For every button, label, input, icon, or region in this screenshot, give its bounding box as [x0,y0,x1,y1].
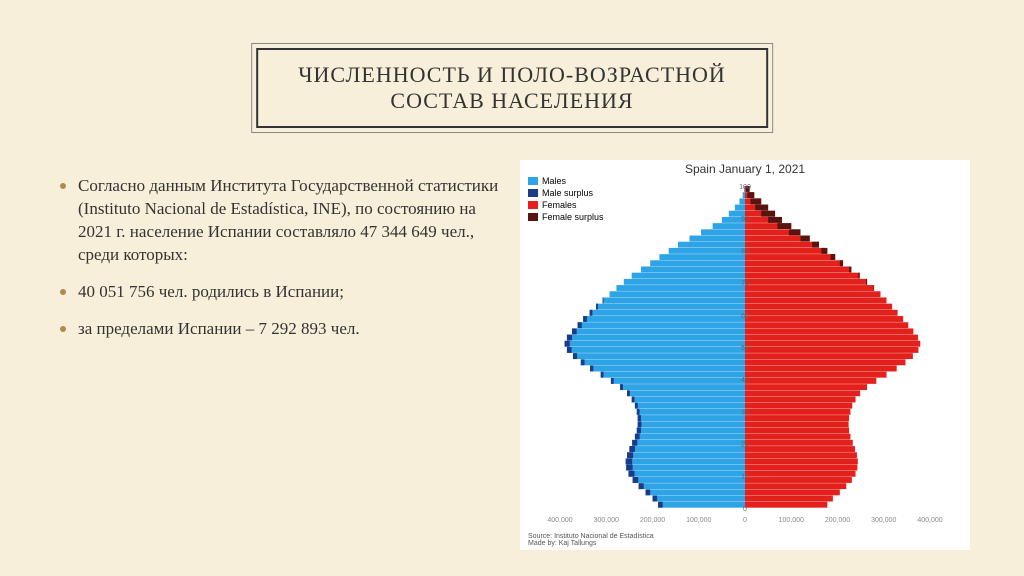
svg-text:100,000: 100,000 [779,517,804,524]
legend-label: Males [542,176,566,186]
legend-item: Females [528,200,604,210]
svg-text:70: 70 [741,281,749,288]
svg-text:20: 20 [741,442,749,449]
chart-footer: Source: Instituto Nacional de Estadístic… [528,533,654,548]
svg-text:400,000: 400,000 [547,517,572,524]
legend-item: Males [528,176,604,186]
svg-text:40: 40 [741,377,749,384]
svg-text:100,000: 100,000 [686,517,711,524]
svg-text:10: 10 [741,474,749,481]
svg-text:200,000: 200,000 [825,517,850,524]
legend-swatch [528,189,538,197]
svg-text:90: 90 [741,216,749,223]
bullet-list: Согласно данным Института Государственно… [60,175,504,341]
svg-text:0: 0 [743,517,747,524]
population-pyramid-chart: Spain January 1, 2021 Males Male surplus F… [520,160,970,550]
legend-label: Female surplus [542,212,604,222]
legend-label: Male surplus [542,188,593,198]
list-item: 40 051 756 чел. родились в Испании; [60,281,504,304]
title-box: ЧИСЛЕННОСТЬ И ПОЛО-ВОЗРАСТНОЙ СОСТАВ НАС… [256,48,768,128]
legend-swatch [528,177,538,185]
svg-text:80: 80 [741,248,749,255]
svg-text:50: 50 [741,345,749,352]
svg-text:300,000: 300,000 [594,517,619,524]
list-item: за пределами Испании – 7 292 893 чел. [60,318,504,341]
legend-swatch [528,213,538,221]
svg-text:30: 30 [741,409,749,416]
source-line-2: Made by: Kaj Tallungs [528,540,654,548]
source-line-1: Source: Instituto Nacional de Estadístic… [528,533,654,541]
svg-text:200,000: 200,000 [640,517,665,524]
list-item: Согласно данным Института Государственно… [60,175,504,267]
svg-text:0: 0 [743,506,747,513]
legend-item: Male surplus [528,188,604,198]
svg-text:100: 100 [739,184,751,191]
bullet-content: Согласно данным Института Государственно… [60,175,504,355]
page-title: ЧИСЛЕННОСТЬ И ПОЛО-ВОЗРАСТНОЙ СОСТАВ НАС… [298,62,726,114]
legend-swatch [528,201,538,209]
svg-text:60: 60 [741,313,749,320]
chart-legend: Males Male surplus Females Female surplus [528,176,604,224]
title-l2: СОСТАВ НАСЕЛЕНИЯ [390,88,633,113]
svg-text:300,000: 300,000 [871,517,896,524]
legend-label: Females [542,200,577,210]
pyramid-svg: 400,000 300,000 200,000 100,000 0 100,000 200,… [520,176,970,536]
chart-title: Spain January 1, 2021 [520,160,970,176]
legend-item: Female surplus [528,212,604,222]
svg-text:400,000: 400,000 [917,517,942,524]
title-l1: ЧИСЛЕННОСТЬ И ПОЛО-ВОЗРАСТНОЙ [298,62,726,87]
